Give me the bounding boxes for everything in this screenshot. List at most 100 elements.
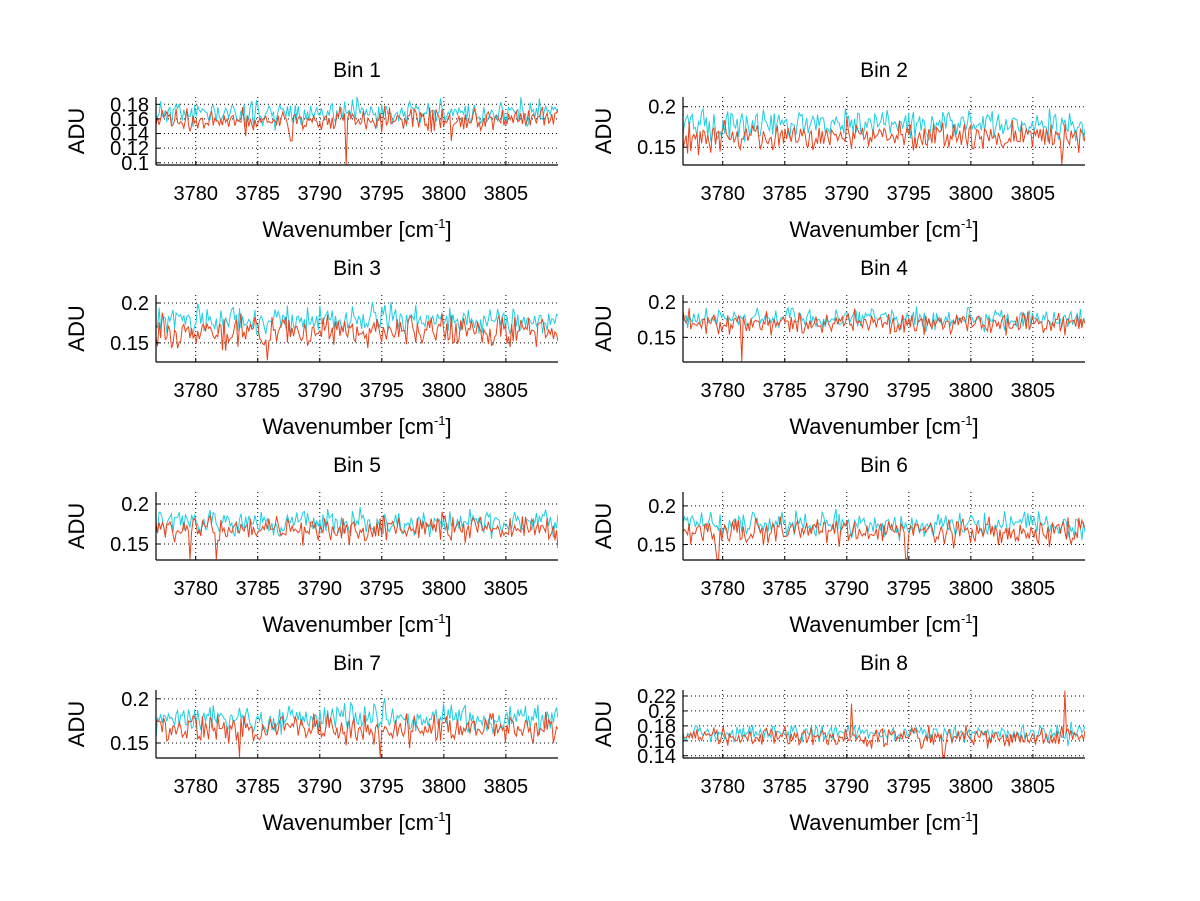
- x-tick-label: 3795: [360, 776, 405, 798]
- x-tick-label: 3795: [360, 578, 405, 600]
- y-tick-label: 0.2: [121, 494, 149, 516]
- y-tick-label: 0.22: [637, 686, 676, 708]
- subplot-bin-1: 3780 3785 3790 3795 3800 3805 0.10.120.140.160…: [64, 59, 558, 242]
- x-tick-label: 3780: [700, 380, 745, 402]
- subplot-title: Bin 1: [333, 59, 381, 82]
- x-axis-label: Wavenumber [cm-1]: [262, 413, 451, 439]
- x-axis-label-superscript: -1: [434, 216, 446, 231]
- x-axis-label-end: ]: [973, 217, 979, 242]
- x-axis-label-end: ]: [446, 217, 452, 242]
- y-axis-label: ADU: [64, 305, 89, 351]
- x-tick-label: 3780: [173, 183, 218, 205]
- x-tick-label: 3800: [422, 183, 467, 205]
- series-line-cyan: [156, 97, 558, 131]
- y-axis-label: ADU: [591, 305, 616, 351]
- x-axis-label: Wavenumber [cm-1]: [789, 809, 978, 835]
- x-tick-label: 3780: [700, 776, 745, 798]
- x-tick-label: 3790: [298, 776, 343, 798]
- x-tick-label: 3790: [298, 380, 343, 402]
- subplot-bin-7: 3780 3785 3790 3795 3800 3805 0.15 0.2 Bin 7 Wave…: [64, 652, 558, 835]
- x-axis-label-superscript: -1: [434, 413, 446, 428]
- x-axis-label: Wavenumber [cm-1]: [262, 809, 451, 835]
- x-axis-label-text: Wavenumber [cm: [789, 810, 961, 835]
- y-tick-label: 0.15: [637, 137, 676, 159]
- x-tick-label: 3805: [1011, 380, 1056, 402]
- x-tick-label: 3785: [762, 578, 807, 600]
- y-tick-label: 0.2: [121, 293, 149, 315]
- y-axis-label: ADU: [591, 108, 616, 154]
- x-tick-label: 3785: [235, 776, 280, 798]
- x-tick-label: 3795: [887, 578, 932, 600]
- x-tick-label: 3795: [887, 776, 932, 798]
- x-tick-label: 3800: [422, 776, 467, 798]
- x-tick-label: 3795: [360, 380, 405, 402]
- x-axis-label-text: Wavenumber [cm: [262, 810, 434, 835]
- subplot-title: Bin 3: [333, 257, 381, 280]
- x-axis-label-superscript: -1: [961, 413, 973, 428]
- x-tick-label: 3805: [1011, 776, 1056, 798]
- x-tick-label: 3800: [422, 380, 467, 402]
- y-tick-label: 0.2: [121, 689, 149, 711]
- x-axis-label-end: ]: [973, 612, 979, 637]
- x-tick-label: 3805: [484, 776, 529, 798]
- x-axis-label-text: Wavenumber [cm: [262, 612, 434, 637]
- x-tick-label: 3790: [298, 578, 343, 600]
- subplot-bin-3: 3780 3785 3790 3795 3800 3805 0.15 0.2 Bin 3 Wave…: [64, 257, 558, 439]
- y-tick-label: 0.2: [648, 97, 676, 119]
- x-axis-label-text: Wavenumber [cm: [262, 414, 434, 439]
- subplot-title: Bin 8: [860, 652, 908, 675]
- x-axis-label-superscript: -1: [961, 611, 973, 626]
- subplot-title: Bin 6: [860, 454, 908, 477]
- x-tick-label: 3795: [887, 183, 932, 205]
- x-axis-label-end: ]: [446, 612, 452, 637]
- x-tick-label: 3790: [825, 380, 870, 402]
- series-line-cyan: [156, 698, 558, 739]
- x-axis-label-text: Wavenumber [cm: [789, 612, 961, 637]
- subplot-bin-5: 3780 3785 3790 3795 3800 3805 0.15 0.2 Bin 5 Wave…: [64, 454, 558, 637]
- y-tick-label: 0.16: [110, 109, 149, 131]
- x-tick-label: 3785: [762, 183, 807, 205]
- x-tick-label: 3800: [949, 776, 994, 798]
- x-axis-label-end: ]: [446, 414, 452, 439]
- subplot-bin-4: 3780 3785 3790 3795 3800 3805 0.15 0.2 Bin 4 Wave…: [591, 257, 1085, 439]
- series-line-cyan: [683, 508, 1085, 541]
- series-line-cyan: [683, 107, 1085, 143]
- x-tick-label: 3785: [762, 380, 807, 402]
- x-tick-label: 3790: [298, 183, 343, 205]
- y-tick-label: 0.2: [648, 701, 676, 723]
- x-tick-label: 3800: [422, 578, 467, 600]
- series-line-red: [683, 516, 1085, 560]
- series-line-red: [683, 116, 1085, 165]
- x-tick-label: 3800: [949, 380, 994, 402]
- series-line-red: [156, 511, 558, 560]
- y-tick-label: 0.16: [637, 731, 676, 753]
- x-tick-label: 3780: [173, 776, 218, 798]
- x-tick-label: 3805: [484, 183, 529, 205]
- x-tick-label: 3785: [235, 380, 280, 402]
- y-tick-label: 0.15: [637, 535, 676, 557]
- x-tick-label: 3785: [762, 776, 807, 798]
- x-axis-label: Wavenumber [cm-1]: [789, 216, 978, 242]
- series-line-cyan: [156, 301, 558, 338]
- x-axis-label-text: Wavenumber [cm: [789, 414, 961, 439]
- x-tick-label: 3790: [825, 776, 870, 798]
- subplot-bin-8: 3780 3785 3790 3795 3800 3805 0.140.160.180.20…: [591, 652, 1085, 835]
- x-tick-label: 3800: [949, 578, 994, 600]
- subplot-title: Bin 4: [860, 257, 908, 280]
- series-line-red: [156, 105, 558, 165]
- y-tick-label: 0.14: [637, 746, 676, 768]
- x-axis-label-superscript: -1: [961, 809, 973, 824]
- x-tick-label: 3785: [235, 578, 280, 600]
- y-tick-label: 0.18: [637, 716, 676, 738]
- y-axis-label: ADU: [591, 503, 616, 549]
- x-axis-label-end: ]: [446, 810, 452, 835]
- y-tick-label: 0.15: [110, 534, 149, 556]
- series-line-red: [683, 690, 1085, 758]
- y-tick-label: 0.15: [110, 333, 149, 355]
- y-tick-label: 0.18: [110, 94, 149, 116]
- x-tick-label: 3805: [1011, 183, 1056, 205]
- y-axis-label: ADU: [64, 503, 89, 549]
- x-tick-label: 3790: [825, 578, 870, 600]
- x-tick-label: 3780: [173, 380, 218, 402]
